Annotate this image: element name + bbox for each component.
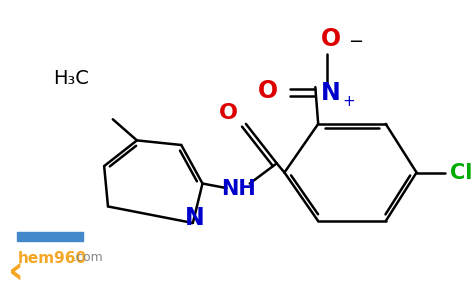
Text: hem960: hem960 (18, 251, 86, 265)
Text: H₃C: H₃C (53, 69, 89, 88)
Bar (18, 232, 83, 241)
Text: O: O (258, 79, 278, 103)
Text: N: N (185, 206, 205, 230)
Text: NH: NH (221, 179, 255, 199)
Text: −: − (348, 33, 363, 51)
Text: ‹: ‹ (8, 252, 24, 290)
Text: O: O (321, 28, 341, 52)
Text: O: O (219, 103, 238, 123)
Text: Cl: Cl (450, 163, 473, 183)
Text: N: N (321, 81, 341, 105)
Text: +: + (342, 94, 355, 109)
Text: .com: .com (73, 251, 103, 263)
